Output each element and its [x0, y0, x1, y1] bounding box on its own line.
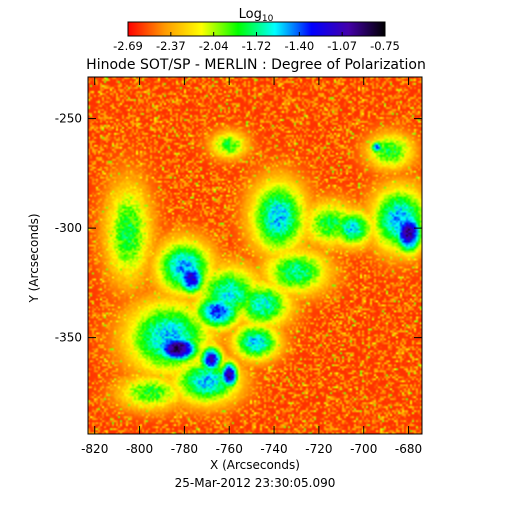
colorbar-tick-label: -1.07: [327, 39, 357, 53]
x-tick-label: -720: [305, 442, 332, 456]
polarization-heatmap: [88, 77, 422, 434]
x-tick-label: -800: [126, 442, 153, 456]
colorbar-tick-label: -1.40: [284, 39, 314, 53]
colorbar-tick-label: -1.72: [242, 39, 272, 53]
x-tick-label: -740: [260, 442, 287, 456]
axis-ticks: -820 -800 -780 -760 -740 -720 -700 -680 -250 -300…: [55, 77, 422, 456]
colorbar-tick-label: -2.69: [113, 39, 143, 53]
y-tick-label: -300: [55, 221, 82, 235]
y-tick-label: -350: [55, 331, 82, 345]
plot-frame: [87, 76, 423, 435]
colorbar-tick-label: -2.37: [156, 39, 186, 53]
colorbar-label: Log10: [239, 7, 274, 24]
x-tick-label: -760: [216, 442, 243, 456]
colorbar-ticks: -2.69 -2.37 -2.04 -1.72 -1.40 -1.07 -0.75: [113, 32, 400, 53]
x-tick-label: -680: [395, 442, 422, 456]
heatmap-image: [88, 77, 422, 434]
chart-title: Hinode SOT/SP - MERLIN : Degree of Polar…: [86, 57, 426, 73]
colorbar-tick-label: -2.04: [199, 39, 229, 53]
x-tick-label: -700: [350, 442, 377, 456]
y-axis-label: Y (Arcseconds): [27, 213, 41, 303]
y-tick-label: -250: [55, 112, 82, 126]
x-axis-label: X (Arcseconds): [210, 458, 300, 472]
x-tick-label: -820: [81, 442, 108, 456]
colorbar-tick-label: -0.75: [370, 39, 400, 53]
x-tick-label: -780: [171, 442, 198, 456]
observation-timestamp: 25-Mar-2012 23:30:05.090: [175, 476, 336, 490]
